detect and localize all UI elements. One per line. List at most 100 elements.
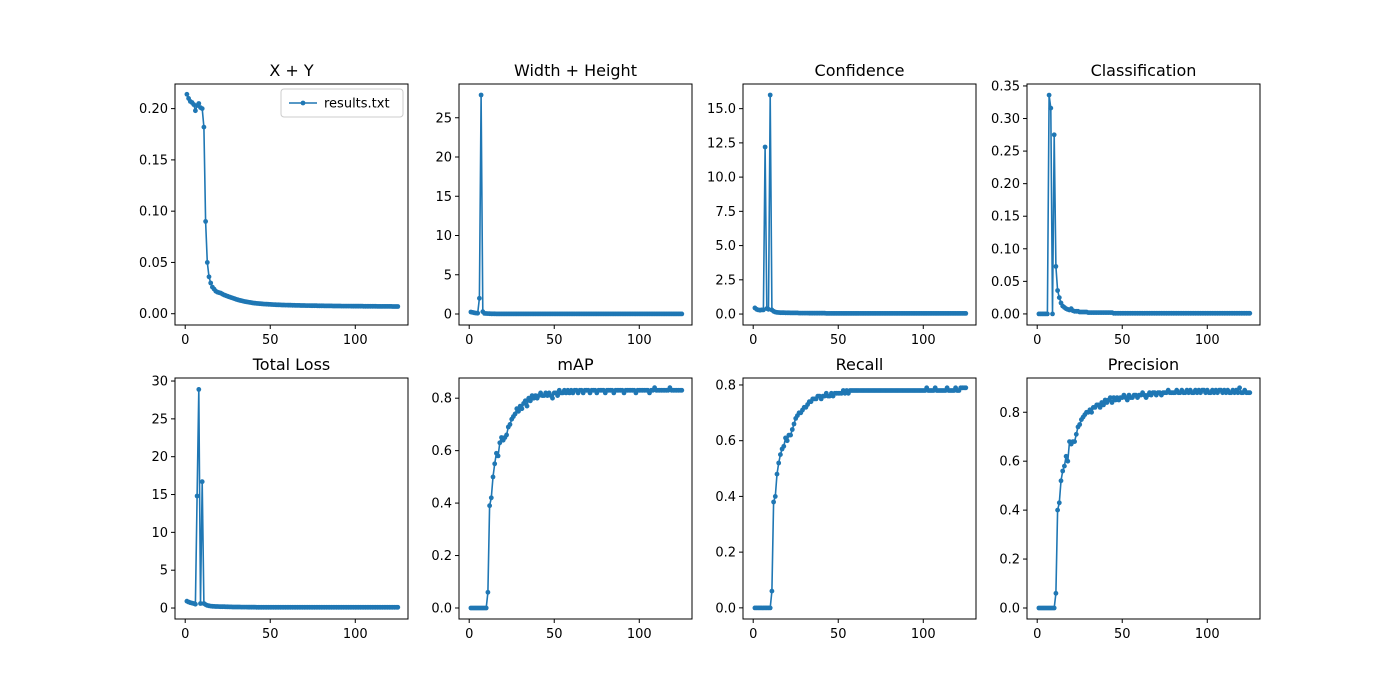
y-tick-label: 7.5 bbox=[715, 205, 736, 220]
data-point bbox=[781, 443, 787, 449]
y-tick-label: 25 bbox=[151, 412, 168, 427]
y-tick-label: 0.8 bbox=[715, 378, 736, 393]
data-point bbox=[206, 274, 212, 280]
y-tick-label: 0.00 bbox=[139, 307, 168, 322]
data-point bbox=[504, 432, 509, 438]
y-tick-label: 0 bbox=[444, 308, 452, 323]
y-tick-label: 0.35 bbox=[991, 79, 1020, 94]
y-tick-label: 15 bbox=[151, 488, 168, 503]
y-tick-label: 0.25 bbox=[991, 145, 1020, 160]
y-tick-label: 0.4 bbox=[715, 490, 736, 505]
y-tick-label: 0.0 bbox=[715, 308, 736, 323]
x-tick-label: 100 bbox=[627, 333, 652, 348]
x-tick-label: 100 bbox=[343, 333, 368, 348]
plot-title: Precision bbox=[1108, 355, 1179, 374]
data-point bbox=[1056, 500, 1062, 506]
data-point bbox=[203, 219, 209, 224]
data-point bbox=[1055, 507, 1060, 513]
y-tick-label: 0.00 bbox=[991, 307, 1020, 322]
plot-title: X + Y bbox=[269, 61, 314, 80]
data-point bbox=[791, 421, 797, 427]
y-tick-label: 0.8 bbox=[431, 392, 452, 407]
x-tick-label: 0 bbox=[1033, 627, 1041, 642]
y-tick-label: 0.4 bbox=[431, 497, 452, 512]
plot-title: Recall bbox=[836, 355, 884, 374]
x-tick-label: 100 bbox=[627, 627, 652, 642]
subplot-precision: Precision 0 50 100 0.0 0.2 0.4 0.6 0.8 bbox=[999, 355, 1261, 642]
y-tick-label: 0.10 bbox=[139, 205, 168, 220]
data-point bbox=[485, 589, 491, 595]
y-tick-label: 0.15 bbox=[991, 210, 1020, 225]
x-tick-label: 50 bbox=[262, 627, 279, 642]
data-point bbox=[1060, 468, 1066, 474]
data-point bbox=[483, 605, 489, 611]
axes-frame bbox=[742, 83, 977, 326]
y-tick-label: 0.10 bbox=[991, 242, 1020, 257]
data-point bbox=[1247, 310, 1253, 316]
data-point bbox=[963, 311, 969, 316]
data-point bbox=[550, 395, 555, 401]
data-point bbox=[199, 106, 205, 111]
data-point bbox=[1089, 409, 1094, 415]
data-point bbox=[1053, 590, 1059, 596]
data-point bbox=[196, 387, 202, 392]
x-tick-label: 50 bbox=[830, 627, 847, 642]
data-point bbox=[478, 92, 484, 98]
data-point bbox=[519, 406, 525, 412]
plot-title: Classification bbox=[1091, 61, 1197, 80]
y-tick-label: 0.2 bbox=[999, 553, 1020, 568]
y-tick-label: 5 bbox=[160, 564, 168, 579]
data-point bbox=[767, 92, 773, 98]
axes-frame bbox=[1026, 377, 1261, 620]
data-point bbox=[1063, 453, 1069, 459]
data-point bbox=[1073, 431, 1079, 437]
x-tick-label: 100 bbox=[1195, 333, 1220, 348]
data-point bbox=[490, 474, 496, 480]
y-tick-label: 0.6 bbox=[431, 444, 452, 459]
y-tick-label: 0.05 bbox=[139, 256, 168, 271]
data-point bbox=[512, 411, 518, 417]
plot-title: Total Loss bbox=[252, 355, 331, 374]
data-point bbox=[184, 91, 190, 97]
data-point bbox=[198, 601, 203, 606]
y-tick-label: 20 bbox=[435, 151, 452, 166]
y-tick-label: 0.2 bbox=[431, 549, 452, 564]
plot-title: mAP bbox=[557, 355, 594, 374]
series-results-txt bbox=[1036, 385, 1253, 611]
data-point bbox=[1056, 295, 1062, 300]
data-point bbox=[199, 479, 205, 485]
data-point bbox=[1065, 458, 1071, 464]
axes-frame bbox=[174, 83, 409, 326]
data-point bbox=[201, 124, 207, 130]
data-point bbox=[1237, 385, 1242, 391]
y-tick-label: 0.0 bbox=[715, 601, 736, 616]
y-tick-label: 0.4 bbox=[999, 504, 1020, 519]
data-point bbox=[771, 499, 776, 505]
data-point bbox=[776, 460, 782, 466]
y-tick-label: 10 bbox=[151, 526, 168, 541]
x-tick-label: 0 bbox=[465, 627, 473, 642]
series-results-txt bbox=[468, 385, 685, 611]
data-point bbox=[784, 438, 790, 444]
data-point bbox=[1051, 605, 1057, 611]
data-point bbox=[204, 260, 210, 265]
data-point bbox=[193, 108, 198, 114]
data-point bbox=[1051, 132, 1057, 138]
series-results-txt bbox=[468, 92, 685, 317]
data-point bbox=[1048, 105, 1054, 111]
data-point bbox=[1045, 311, 1050, 317]
data-point bbox=[767, 605, 773, 611]
y-tick-label: 10.0 bbox=[707, 171, 736, 186]
data-point bbox=[1046, 92, 1052, 98]
data-point bbox=[194, 493, 200, 499]
data-point bbox=[522, 398, 528, 404]
data-point bbox=[1109, 400, 1115, 405]
data-point bbox=[963, 385, 969, 391]
x-tick-label: 0 bbox=[749, 333, 757, 348]
subplot-confidence: Confidence 0 50 100 0.0 2.5 5.0 7.5 10.0 12.5 15.0 bbox=[707, 61, 977, 348]
data-point bbox=[789, 427, 795, 432]
x-tick-label: 0 bbox=[1033, 333, 1041, 348]
